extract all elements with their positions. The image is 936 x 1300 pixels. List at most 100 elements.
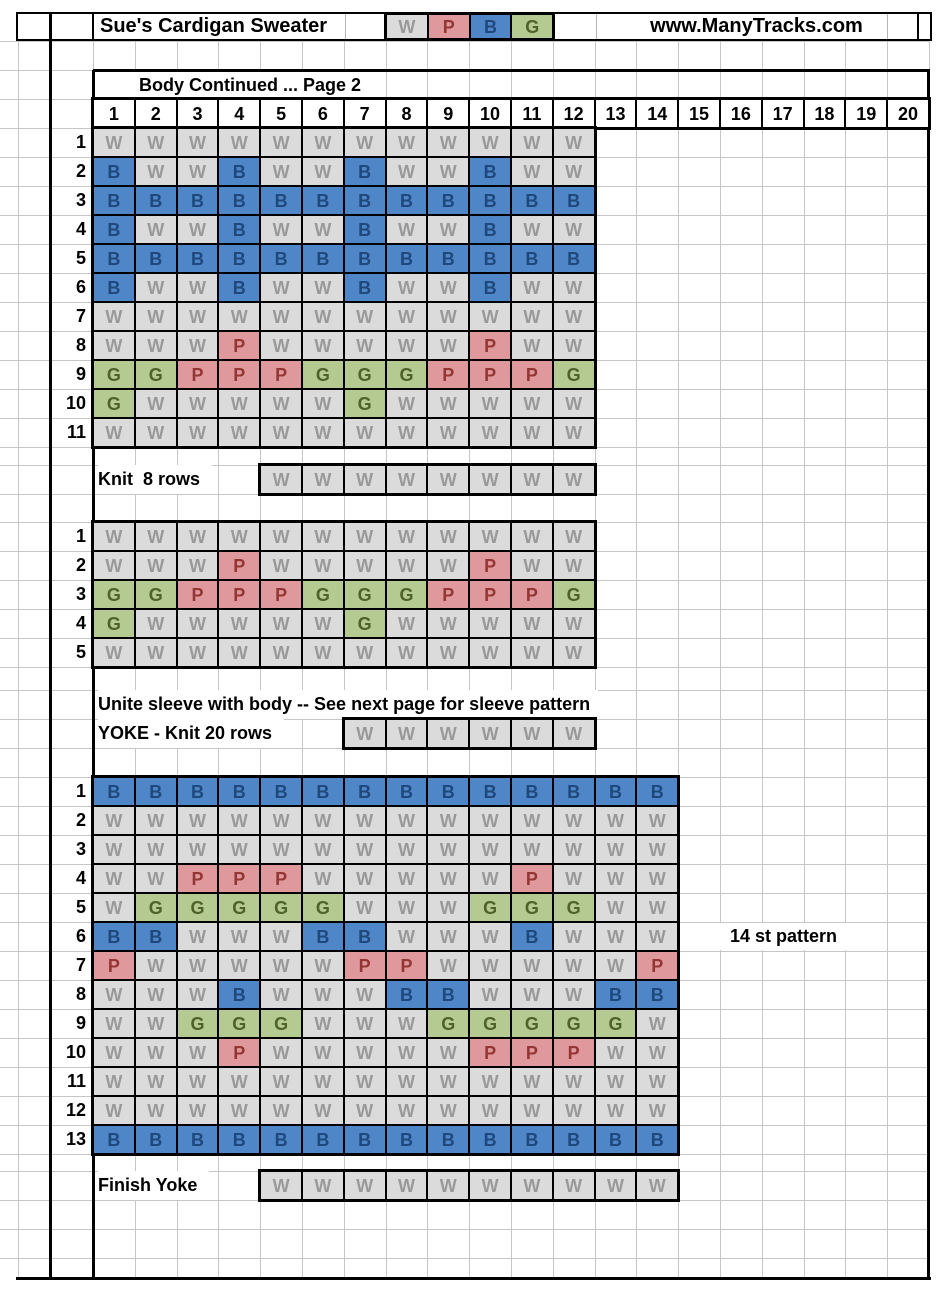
- chart-cell-W[interactable]: W: [385, 128, 428, 157]
- chart-cell-W[interactable]: W: [594, 1038, 637, 1067]
- strip-cell-W[interactable]: W: [385, 719, 428, 748]
- column-number[interactable]: 13: [594, 99, 637, 128]
- chart-cell-G[interactable]: G: [260, 1009, 302, 1038]
- column-number[interactable]: 6: [301, 99, 344, 128]
- chart-cell-W[interactable]: W: [218, 389, 261, 418]
- chart-cell-P[interactable]: P: [218, 551, 261, 580]
- chart-cell-W[interactable]: W: [427, 835, 470, 864]
- chart-cell-W[interactable]: W: [594, 806, 637, 835]
- chart-cell-B[interactable]: B: [93, 777, 135, 806]
- chart-cell-W[interactable]: W: [510, 302, 553, 331]
- chart-cell-W[interactable]: W: [260, 302, 302, 331]
- chart-cell-W[interactable]: W: [385, 922, 428, 951]
- chart-cell-B[interactable]: B: [343, 1125, 386, 1154]
- strip-cell-W[interactable]: W: [552, 465, 595, 494]
- strip-cell-W[interactable]: W: [343, 465, 386, 494]
- chart-cell-W[interactable]: W: [134, 1067, 177, 1096]
- chart-cell-W[interactable]: W: [343, 835, 386, 864]
- chart-cell-W[interactable]: W: [343, 1067, 386, 1096]
- column-number[interactable]: 14: [636, 99, 679, 128]
- chart-cell-W[interactable]: W: [93, 980, 135, 1009]
- chart-cell-W[interactable]: W: [510, 951, 553, 980]
- chart-cell-W[interactable]: W: [93, 551, 135, 580]
- chart-cell-W[interactable]: W: [385, 1009, 428, 1038]
- chart-cell-W[interactable]: W: [134, 157, 177, 186]
- chart-cell-W[interactable]: W: [176, 389, 219, 418]
- chart-cell-W[interactable]: W: [176, 1096, 219, 1125]
- chart-cell-W[interactable]: W: [176, 1038, 219, 1067]
- chart-cell-W[interactable]: W: [385, 835, 428, 864]
- chart-cell-W[interactable]: W: [427, 273, 470, 302]
- chart-cell-G[interactable]: G: [510, 1009, 553, 1038]
- chart-cell-P[interactable]: P: [552, 1038, 595, 1067]
- chart-cell-B[interactable]: B: [385, 777, 428, 806]
- column-number[interactable]: 11: [510, 99, 553, 128]
- chart-cell-W[interactable]: W: [510, 128, 553, 157]
- chart-cell-W[interactable]: W: [176, 331, 219, 360]
- chart-cell-B[interactable]: B: [427, 777, 470, 806]
- chart-cell-W[interactable]: W: [469, 609, 511, 638]
- chart-cell-G[interactable]: G: [134, 580, 177, 609]
- chart-cell-W[interactable]: W: [343, 331, 386, 360]
- chart-cell-W[interactable]: W: [343, 302, 386, 331]
- chart-cell-W[interactable]: W: [218, 1067, 261, 1096]
- chart-cell-W[interactable]: W: [134, 1009, 177, 1038]
- column-number[interactable]: 15: [678, 99, 720, 128]
- chart-cell-W[interactable]: W: [469, 128, 511, 157]
- chart-cell-B[interactable]: B: [385, 980, 428, 1009]
- strip-cell-W[interactable]: W: [301, 465, 344, 494]
- chart-cell-W[interactable]: W: [636, 835, 679, 864]
- chart-cell-P[interactable]: P: [176, 360, 219, 389]
- chart-cell-W[interactable]: W: [385, 389, 428, 418]
- chart-cell-G[interactable]: G: [552, 1009, 595, 1038]
- chart-cell-W[interactable]: W: [343, 638, 386, 667]
- chart-cell-B[interactable]: B: [301, 922, 344, 951]
- chart-cell-W[interactable]: W: [385, 273, 428, 302]
- chart-cell-B[interactable]: B: [636, 1125, 679, 1154]
- chart-cell-W[interactable]: W: [427, 638, 470, 667]
- chart-cell-W[interactable]: W: [552, 1067, 595, 1096]
- chart-cell-W[interactable]: W: [510, 980, 553, 1009]
- chart-cell-W[interactable]: W: [552, 331, 595, 360]
- chart-cell-B[interactable]: B: [636, 777, 679, 806]
- chart-cell-B[interactable]: B: [260, 1125, 302, 1154]
- chart-cell-W[interactable]: W: [301, 128, 344, 157]
- chart-cell-B[interactable]: B: [469, 157, 511, 186]
- chart-cell-W[interactable]: W: [385, 609, 428, 638]
- chart-cell-B[interactable]: B: [176, 244, 219, 273]
- column-number[interactable]: 2: [134, 99, 177, 128]
- chart-cell-W[interactable]: W: [218, 128, 261, 157]
- chart-cell-B[interactable]: B: [510, 777, 553, 806]
- chart-cell-W[interactable]: W: [260, 980, 302, 1009]
- column-number[interactable]: 8: [385, 99, 428, 128]
- chart-cell-W[interactable]: W: [427, 522, 470, 551]
- chart-cell-B[interactable]: B: [218, 215, 261, 244]
- chart-cell-P[interactable]: P: [427, 580, 470, 609]
- chart-cell-P[interactable]: P: [510, 864, 553, 893]
- strip-cell-W[interactable]: W: [260, 1171, 302, 1200]
- chart-cell-P[interactable]: P: [176, 580, 219, 609]
- chart-cell-W[interactable]: W: [301, 522, 344, 551]
- chart-cell-W[interactable]: W: [301, 1038, 344, 1067]
- chart-cell-B[interactable]: B: [343, 273, 386, 302]
- chart-cell-B[interactable]: B: [427, 186, 470, 215]
- chart-cell-B[interactable]: B: [134, 244, 177, 273]
- chart-cell-P[interactable]: P: [636, 951, 679, 980]
- chart-cell-G[interactable]: G: [343, 389, 386, 418]
- website-link[interactable]: www.ManyTracks.com: [650, 15, 863, 37]
- chart-cell-W[interactable]: W: [134, 1038, 177, 1067]
- chart-cell-W[interactable]: W: [385, 331, 428, 360]
- chart-cell-W[interactable]: W: [594, 835, 637, 864]
- chart-cell-B[interactable]: B: [469, 215, 511, 244]
- chart-cell-W[interactable]: W: [134, 331, 177, 360]
- column-number[interactable]: 1: [93, 99, 135, 128]
- strip-cell-W[interactable]: W: [343, 1171, 386, 1200]
- chart-cell-B[interactable]: B: [93, 215, 135, 244]
- chart-cell-W[interactable]: W: [552, 389, 595, 418]
- chart-cell-W[interactable]: W: [218, 922, 261, 951]
- chart-cell-W[interactable]: W: [176, 609, 219, 638]
- chart-cell-W[interactable]: W: [469, 806, 511, 835]
- chart-cell-W[interactable]: W: [552, 806, 595, 835]
- chart-cell-W[interactable]: W: [636, 1038, 679, 1067]
- chart-cell-W[interactable]: W: [176, 1067, 219, 1096]
